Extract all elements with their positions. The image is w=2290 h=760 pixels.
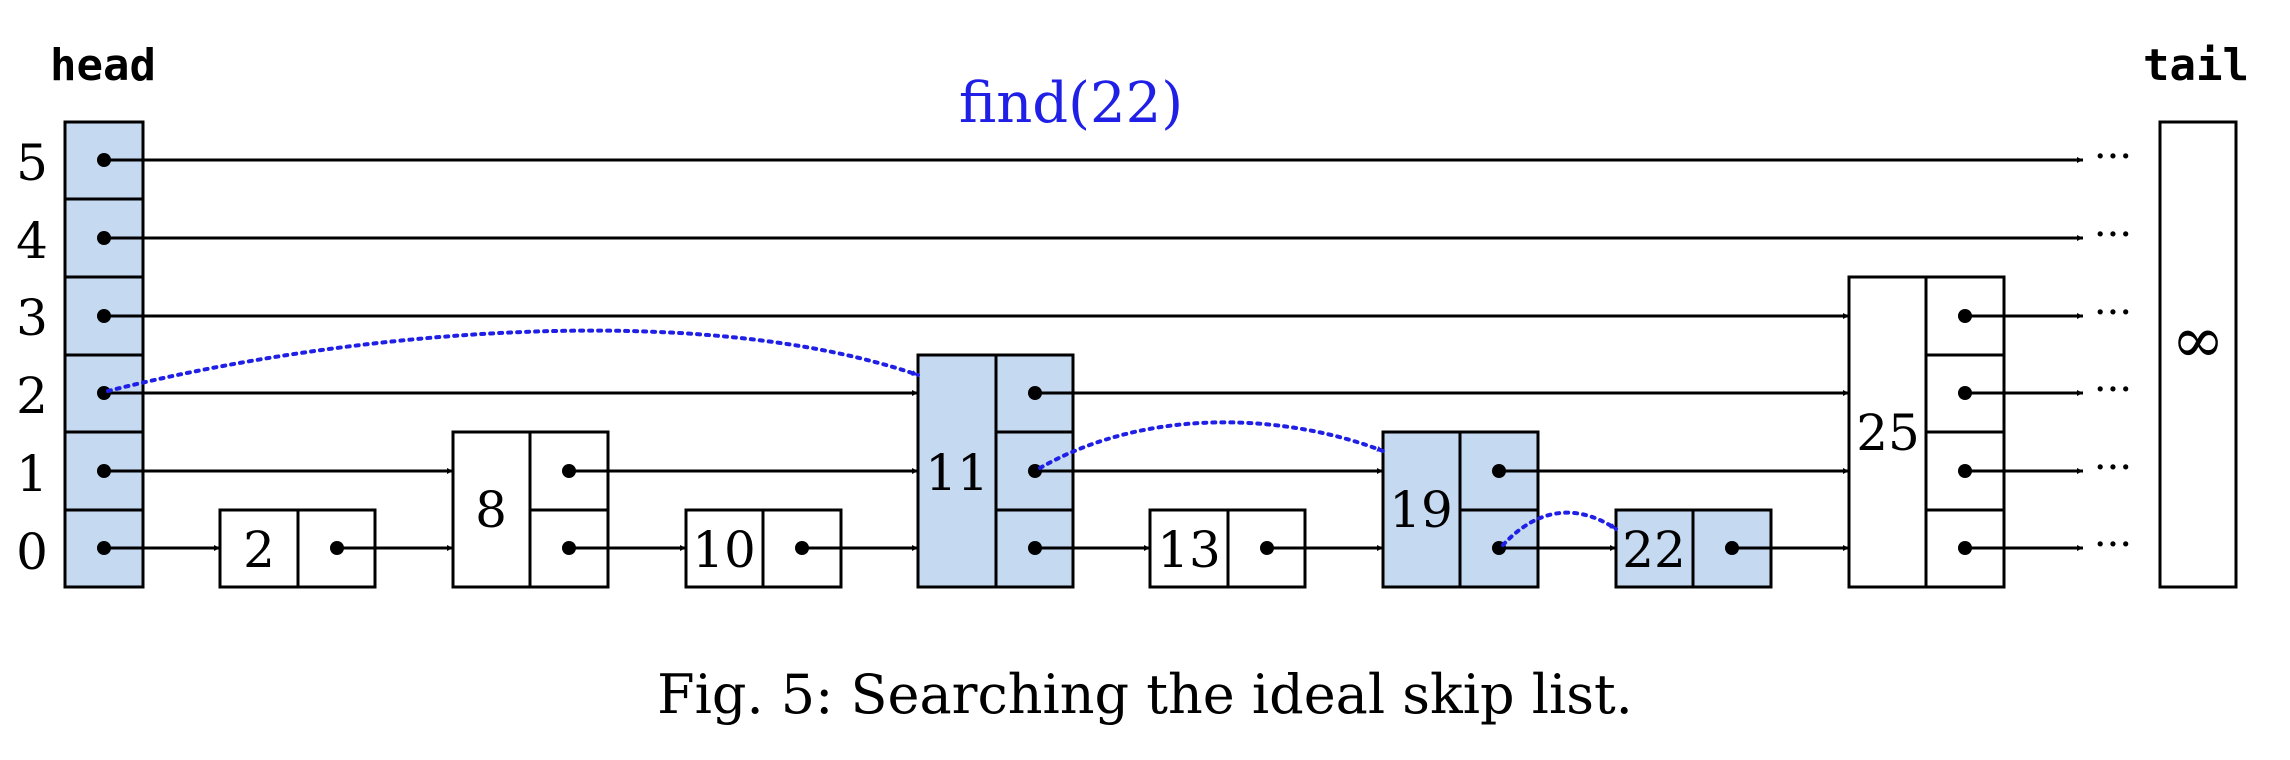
level-label-0: 0 [16,523,48,581]
ellipsis: ··· [2094,134,2132,180]
figure-caption: Fig. 5: Searching the ideal skip list. [657,663,1633,726]
ellipsis: ··· [2094,445,2132,491]
node-key: 13 [1157,521,1221,579]
node-key: 10 [692,521,756,579]
ellipsis: ··· [2094,522,2132,568]
ellipsis: ··· [2094,212,2132,258]
tail-ellipses: ··· ··· ··· ··· ··· ··· [2094,134,2132,568]
node-key: 2 [243,521,275,579]
pointer-dots [97,153,1972,555]
search-path [106,328,1618,547]
node-key: 22 [1622,521,1686,579]
node-key: 8 [475,481,507,539]
level-label-4: 4 [16,212,48,270]
node-25: 25 [1847,275,2006,589]
tail-infinity: ∞ [2171,304,2224,378]
search-step-11-to-19 [1038,420,1385,470]
node-key: 11 [925,444,989,502]
node-19: 19 [1381,430,1540,589]
ellipsis: ··· [2094,367,2132,413]
level-label-3: 3 [16,289,48,347]
tail-node: ∞ [2158,120,2238,589]
search-step-head-to-11 [106,328,920,393]
ellipsis: ··· [2094,290,2132,336]
node-key: 19 [1389,481,1453,539]
head-label: head [50,40,156,91]
head-node [63,120,145,589]
level-label-1: 1 [16,445,48,503]
level-label-5: 5 [16,134,48,192]
find-operation-label: find(22) [959,71,1183,136]
search-step-19-to-22 [1501,510,1618,547]
tail-label: tail [2143,40,2249,91]
level-label-2: 2 [16,367,48,425]
node-key: 25 [1856,404,1920,462]
level-labels: 5 4 3 2 1 0 [16,134,48,581]
forward-pointers [104,157,2083,551]
node-8: 8 [451,430,610,589]
